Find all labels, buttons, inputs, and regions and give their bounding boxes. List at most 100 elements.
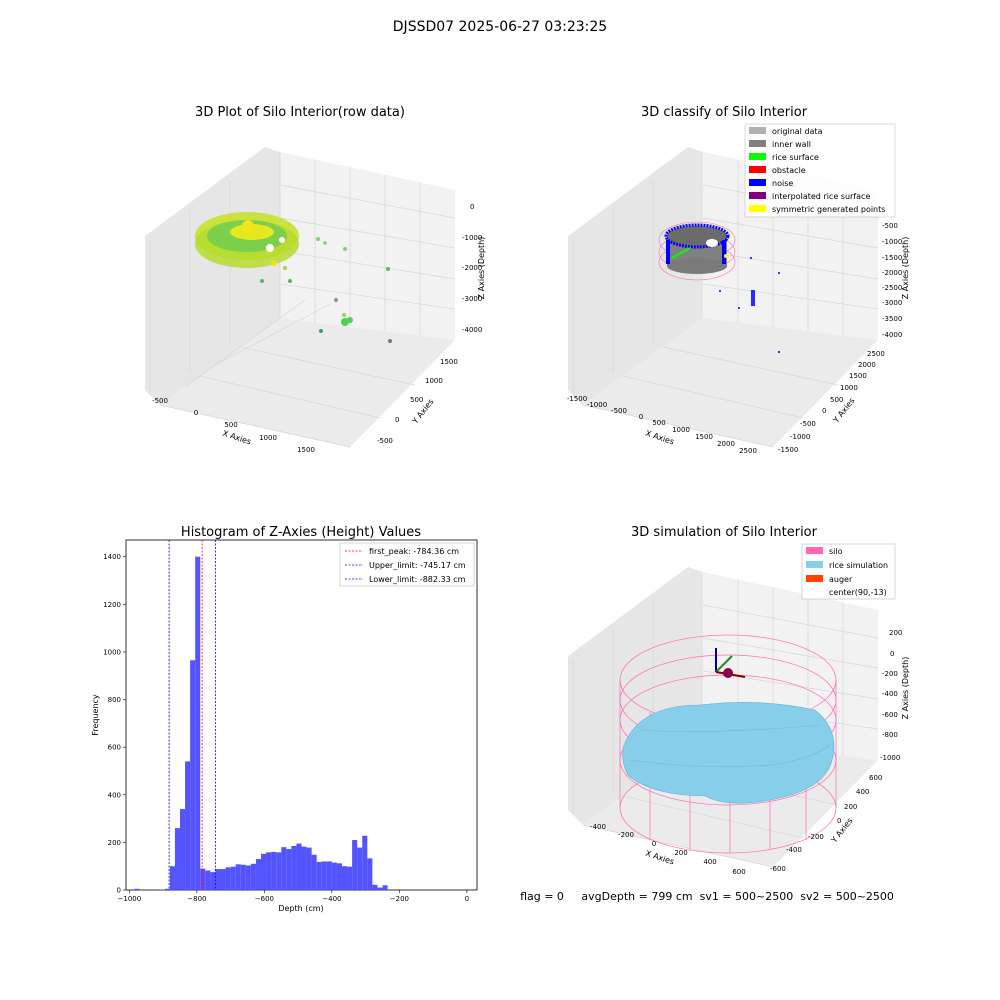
- hist-y-tick-label: 200: [108, 839, 121, 847]
- legend-label: symmetric generated points: [772, 205, 885, 214]
- y-tick-label: -1000: [790, 433, 810, 441]
- hist-bar: [347, 866, 353, 890]
- hist-bar: [276, 852, 282, 890]
- hist-bar: [301, 846, 307, 890]
- panel2-zlabel: Z Axies (Depth): [901, 237, 910, 300]
- y-tick-label: -1500: [778, 446, 798, 454]
- y-tick-label: 1500: [440, 358, 458, 366]
- z-tick-label: -3000: [882, 299, 902, 307]
- legend-label: obstacle: [772, 166, 806, 175]
- panel2-left-pane: [568, 147, 703, 405]
- x-tick-label: 500: [652, 419, 665, 427]
- legend-label: interpolated rice surface: [772, 192, 870, 201]
- panel-histogram: Histogram of Z-Axies (Height) Values −10…: [91, 525, 478, 913]
- x-tick-label: 1000: [259, 434, 277, 442]
- panel1-y-ticks: -500 0 500 1000 1500: [377, 358, 458, 445]
- hist-bar: [296, 843, 302, 890]
- panel1-x-ticks: -500 0 500 1000 1500: [152, 397, 315, 454]
- y-tick-label: -500: [377, 437, 393, 445]
- hist-y-tick-label: 600: [108, 744, 121, 752]
- hist-x-tick-label: −1000: [118, 895, 142, 903]
- panel4-legend: silo rice simulation auger center(90,-13…: [801, 543, 896, 600]
- x-tick-label: 2000: [717, 440, 735, 448]
- panel1-floor-pane: [160, 318, 455, 447]
- hist-bar: [331, 862, 337, 890]
- z-tick-label: -2500: [882, 284, 902, 292]
- panel1-points: [195, 212, 392, 343]
- hist-y-tick-label: 1400: [103, 553, 121, 561]
- y-tick-label: 500: [410, 396, 423, 404]
- hist-bar: [326, 861, 332, 890]
- panel2-points: [658, 221, 780, 353]
- y-tick-label: 200: [844, 803, 857, 811]
- hist-bar: [316, 861, 322, 890]
- panel2-legend: original data inner wall rice surface ob…: [744, 123, 896, 218]
- x-tick-label: -1500: [567, 395, 587, 403]
- legend-label: silo: [829, 547, 843, 556]
- hist-bar: [220, 869, 226, 890]
- hist-bar: [306, 847, 312, 890]
- panel4-y-ticks: -600 -400 -200 0 200 400 600: [770, 774, 882, 873]
- legend-swatch-auger: [806, 575, 823, 582]
- hist-bar: [169, 866, 175, 890]
- z-tick-label: -4000: [462, 326, 482, 334]
- panel1-xlabel: X Axies: [221, 429, 252, 447]
- x-tick-label: -400: [590, 823, 606, 831]
- legend-label: original data: [772, 127, 823, 136]
- hist-bar: [255, 859, 261, 890]
- panel1-zlabel: Z Axies (Depth): [477, 237, 486, 300]
- z-tick-label: -2000: [462, 264, 482, 272]
- y-tick-label: 600: [869, 774, 882, 782]
- legend-swatch-inner-wall: [749, 140, 766, 147]
- hist-bar: [195, 556, 201, 890]
- hist-bar: [174, 828, 180, 890]
- y-tick-label: -200: [808, 833, 824, 841]
- hist-bars: [134, 556, 388, 890]
- panel1-back-pane: [280, 152, 455, 340]
- legend-swatch-original-data: [749, 127, 766, 134]
- z-tick-label: 0: [890, 650, 894, 658]
- panel2-xlabel: X Axies: [644, 429, 675, 447]
- hist-bar: [230, 866, 236, 890]
- hist-bar: [367, 858, 373, 890]
- x-tick-label: -500: [611, 407, 627, 415]
- legend-swatch-noise: [749, 179, 766, 186]
- legend-swatch-silo: [806, 547, 823, 554]
- status-text: flag = 0 avgDepth = 799 cm sv1 = 500~250…: [520, 890, 894, 903]
- y-tick-label: 0: [837, 817, 841, 825]
- hist-bar: [357, 847, 363, 890]
- x-tick-label: 1500: [695, 433, 713, 441]
- y-tick-label: -600: [770, 865, 786, 873]
- x-tick-label: -1000: [587, 401, 607, 409]
- hist-bar: [134, 888, 140, 890]
- z-tick-label: -500: [882, 222, 898, 230]
- hist-bar: [185, 761, 191, 890]
- legend-label: Upper_limit: -745.17 cm: [369, 561, 466, 570]
- z-tick-label: -3500: [882, 315, 902, 323]
- hist-bar: [205, 870, 211, 890]
- hist-bar: [210, 872, 216, 890]
- legend-swatch-rice-simulation: [806, 561, 823, 568]
- hist-y-tick-label: 400: [108, 791, 121, 799]
- legend-label: center(90,-13): [829, 588, 887, 597]
- panel4-zlabel: Z Axies (Depth): [901, 657, 910, 720]
- hist-bar: [286, 849, 292, 890]
- x-tick-label: 200: [674, 849, 687, 857]
- hist-y-tick-label: 0: [117, 887, 121, 895]
- y-tick-label: -500: [800, 420, 816, 428]
- hist-bar: [342, 866, 348, 890]
- z-tick-label: -1000: [882, 238, 902, 246]
- legend-swatch-rice-surface: [749, 153, 766, 160]
- z-tick-label: -1000: [880, 754, 900, 762]
- legend-label: rice simulation: [829, 561, 888, 570]
- y-tick-label: 500: [830, 396, 843, 404]
- panel-raw-3d: 3D Plot of Silo Interior(row data): [145, 105, 486, 454]
- z-tick-label: -1000: [462, 234, 482, 242]
- x-tick-label: 600: [732, 868, 745, 876]
- hist-bar: [250, 863, 256, 890]
- panel-simulation-3d: 3D simulation of Silo Interior: [568, 525, 910, 876]
- panel4-x-ticks: -400 -200 0 200 400 600: [590, 823, 746, 876]
- hist-legend: first_peak: -784.36 cm Upper_limit: -745…: [339, 542, 475, 587]
- x-tick-label: 2500: [739, 447, 757, 455]
